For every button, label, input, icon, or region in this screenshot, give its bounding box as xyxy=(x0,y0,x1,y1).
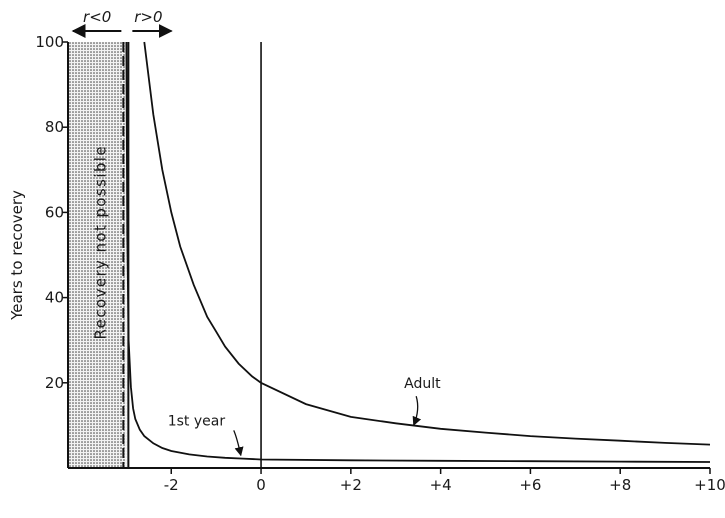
x-tick-label: +2 xyxy=(340,476,362,494)
y-tick-label: 20 xyxy=(45,374,64,392)
r-negative-label: r<0 xyxy=(83,8,111,26)
y-axis-label: Years to recovery xyxy=(8,190,26,321)
y-tick-label: 100 xyxy=(35,33,64,51)
x-tick-label: 0 xyxy=(256,476,266,494)
x-tick-label: +10 xyxy=(694,476,725,494)
y-tick-label: 40 xyxy=(45,289,64,307)
adult-pointer-arrow xyxy=(412,395,422,426)
first-year-label: 1st year xyxy=(168,413,226,429)
x-tick-label: +6 xyxy=(519,476,541,494)
x-ticks: -2 0 +2 +4 +6 +8 +10 xyxy=(164,468,725,494)
y-tick-label: 80 xyxy=(45,118,64,136)
adult-label: Adult xyxy=(404,376,441,392)
r-positive-label: r>0 xyxy=(134,8,162,26)
no-recovery-region xyxy=(68,42,127,468)
no-recovery-label: Recovery not possible xyxy=(92,145,110,339)
y-tick-label: 60 xyxy=(45,203,64,221)
x-tick-label: +8 xyxy=(609,476,631,494)
x-tick-label: +4 xyxy=(430,476,452,494)
first-year-pointer-arrow xyxy=(233,430,244,457)
first-year-curve xyxy=(125,41,711,463)
y-ticks: 20 40 60 80 100 xyxy=(35,33,68,392)
adult-curve xyxy=(143,41,711,446)
x-tick-label: -2 xyxy=(164,476,179,494)
